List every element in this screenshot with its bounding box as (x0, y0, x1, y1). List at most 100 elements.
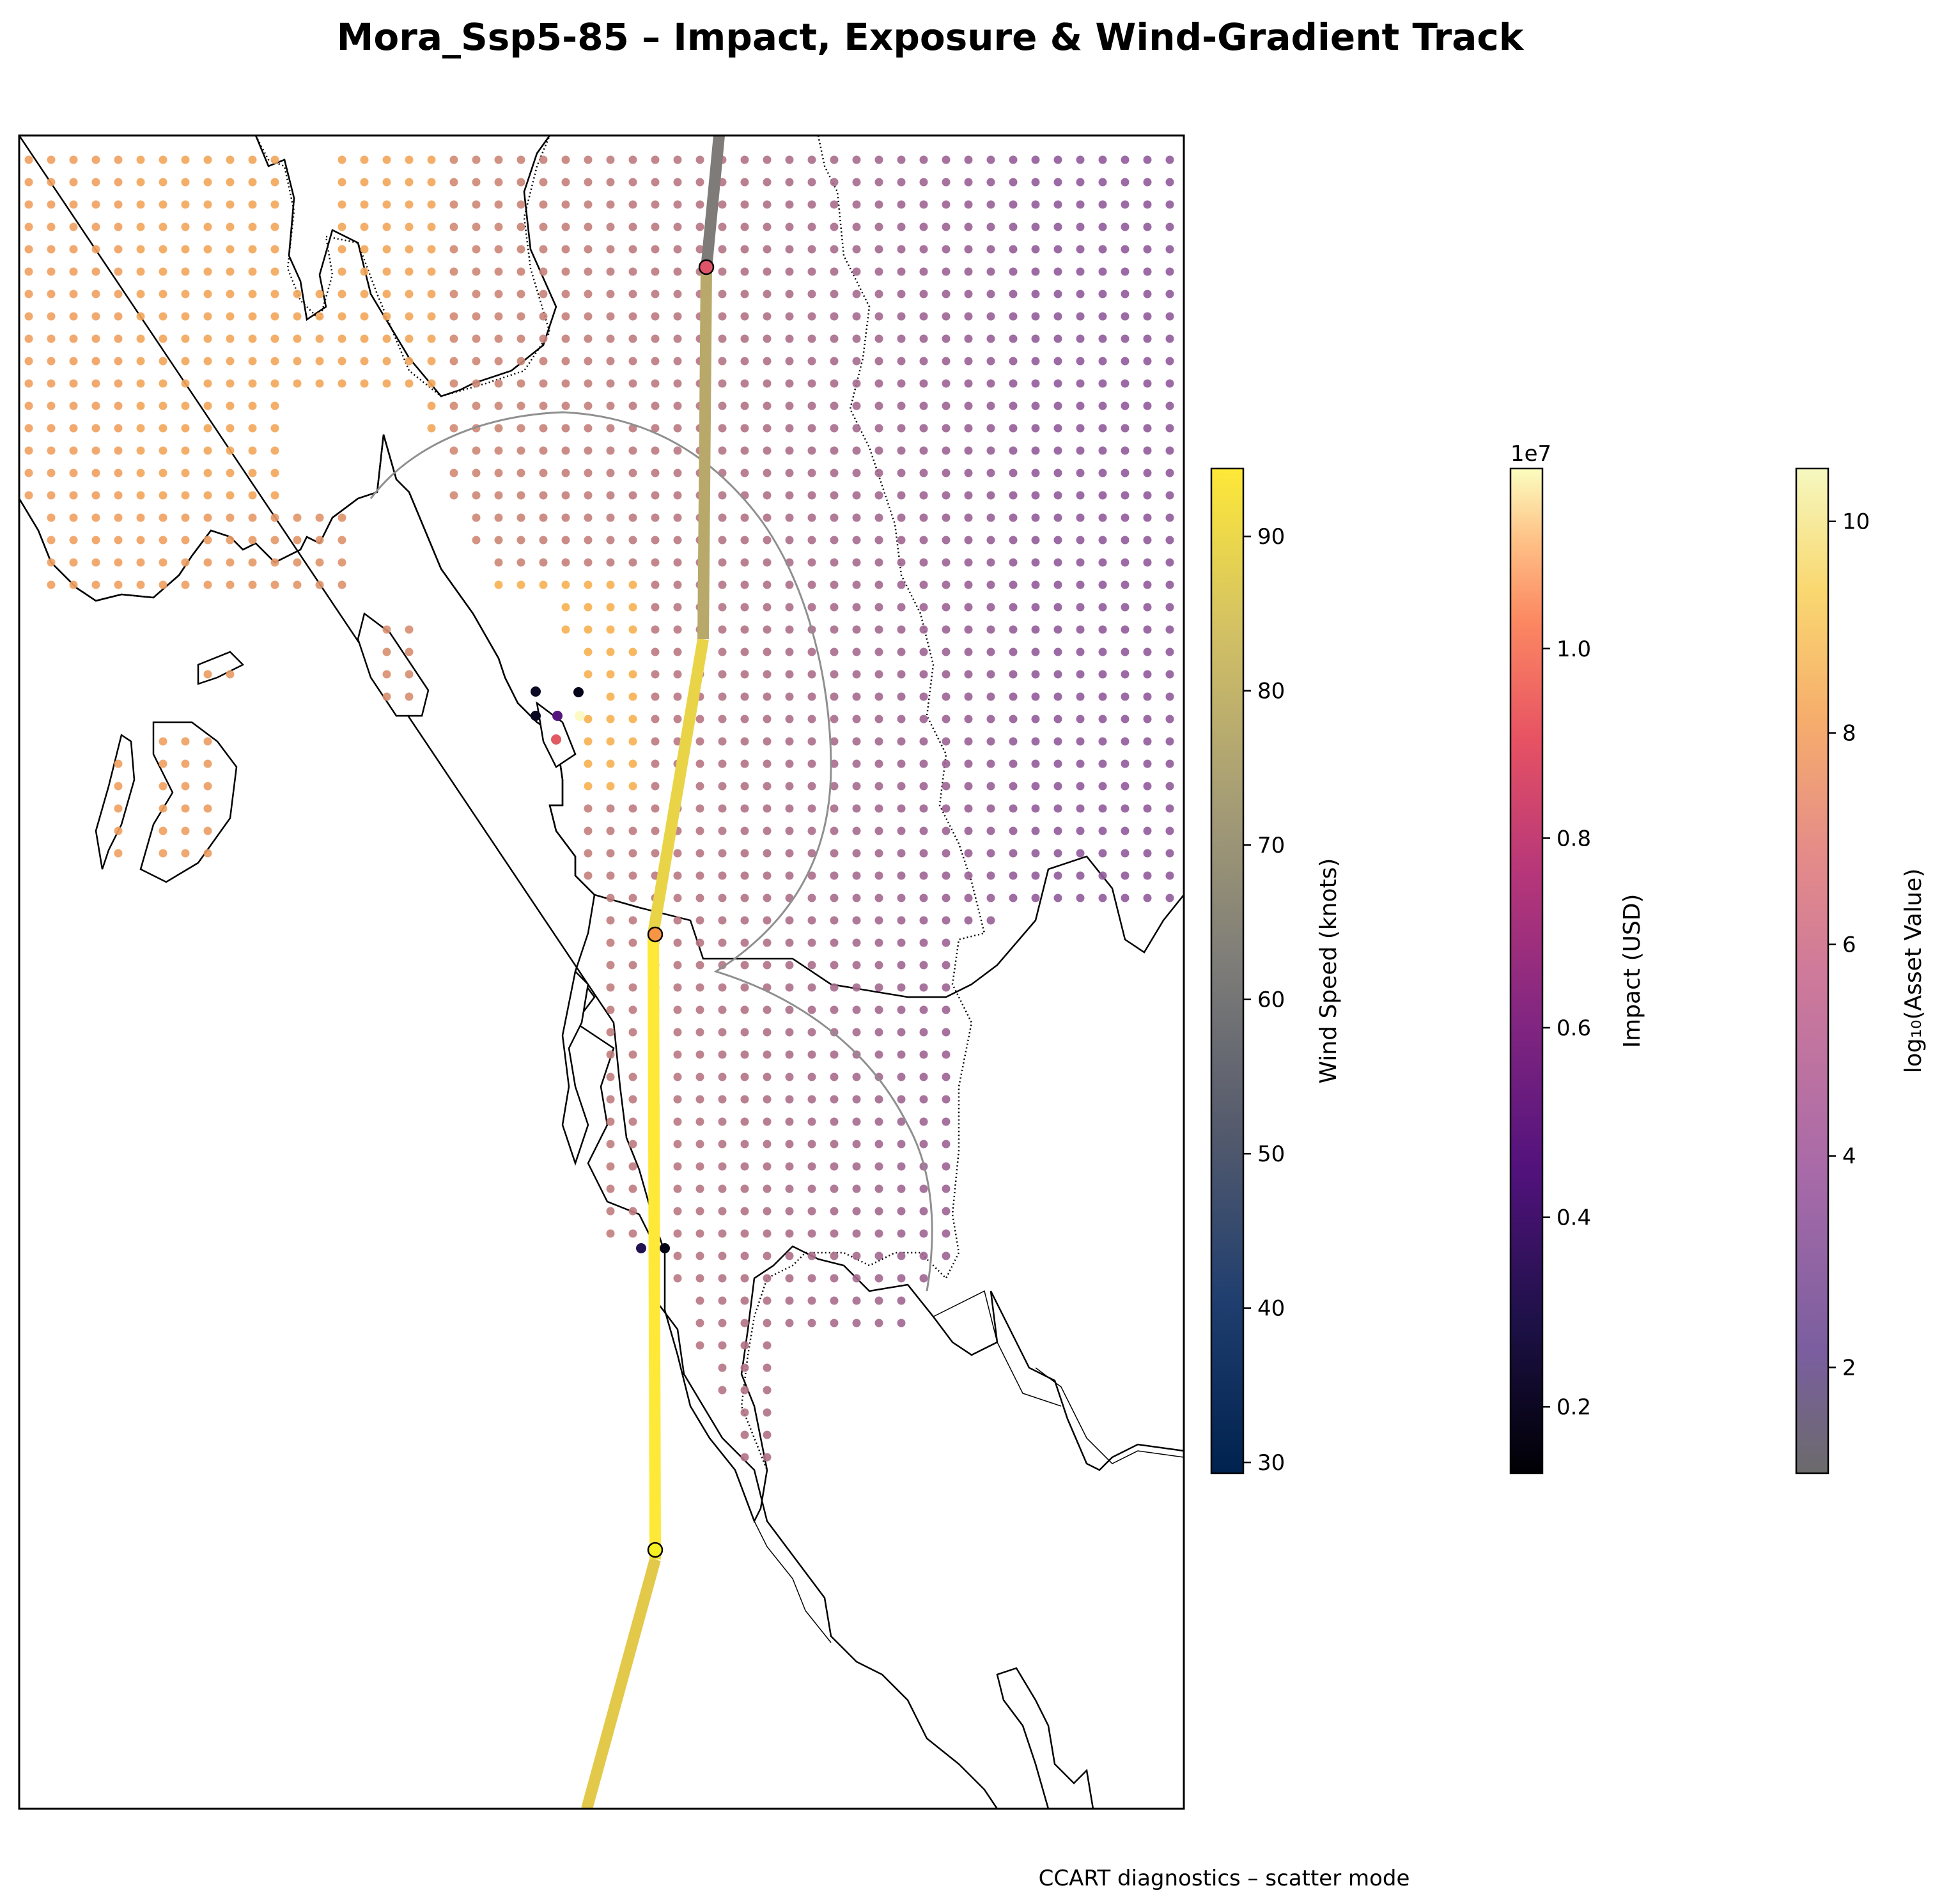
exposure-point (338, 222, 346, 231)
exposure-point (494, 155, 503, 164)
exposure-point (986, 804, 995, 813)
exposure-point (91, 558, 100, 567)
exposure-point (270, 312, 279, 321)
exposure-point (181, 222, 190, 231)
impact-point (573, 687, 584, 697)
exposure-point (718, 222, 727, 231)
exposure-point (740, 401, 749, 410)
exposure-point (852, 737, 861, 746)
exposure-point (807, 737, 816, 746)
exposure-point (1076, 334, 1085, 343)
colorbar-tick-label: 0.6 (1557, 1016, 1591, 1041)
exposure-point (651, 804, 660, 813)
exposure-point (1076, 692, 1085, 701)
exposure-point (293, 558, 302, 567)
exposure-point (69, 155, 78, 164)
exposure-point (203, 759, 212, 768)
exposure-point (740, 245, 749, 254)
exposure-point (360, 357, 369, 366)
exposure-point (1009, 222, 1018, 231)
exposure-point (807, 894, 816, 902)
exposure-point (1076, 379, 1085, 388)
exposure-point (718, 961, 727, 970)
exposure-point (942, 1251, 951, 1260)
exposure-point (897, 379, 906, 388)
exposure-point (1143, 513, 1152, 522)
exposure-point (91, 401, 100, 410)
exposure-point (1031, 580, 1040, 589)
exposure-point (472, 155, 481, 164)
exposure-point (718, 625, 727, 634)
exposure-point (852, 178, 861, 187)
exposure-point (897, 1162, 906, 1171)
exposure-point (964, 401, 973, 410)
exposure-point (874, 1251, 883, 1260)
exposure-point (561, 491, 570, 500)
exposure-point (136, 513, 145, 522)
exposure-point (740, 625, 749, 634)
exposure-point (897, 178, 906, 187)
exposure-point (1053, 178, 1062, 187)
exposure-point (763, 782, 772, 791)
exposure-point (919, 580, 928, 589)
exposure-point (114, 401, 123, 410)
exposure-point (226, 312, 235, 321)
exposure-point (942, 804, 951, 813)
exposure-point (695, 1162, 704, 1171)
exposure-point (1031, 871, 1040, 880)
exposure-point (807, 513, 816, 522)
exposure-point (852, 782, 861, 791)
exposure-point (203, 468, 212, 477)
colorbar-asset-bar (1795, 467, 1829, 1474)
exposure-point (382, 379, 391, 388)
exposure-point (1053, 849, 1062, 858)
exposure-point (695, 1207, 704, 1216)
exposure-point (427, 178, 436, 187)
exposure-point (919, 558, 928, 567)
exposure-point (1121, 647, 1130, 656)
exposure-point (516, 290, 525, 298)
exposure-point (248, 357, 257, 366)
exposure-point (852, 1072, 861, 1081)
exposure-point (919, 1140, 928, 1149)
exposure-point (24, 267, 33, 276)
exposure-point (1031, 222, 1040, 231)
exposure-point (919, 290, 928, 298)
exposure-point (673, 334, 682, 343)
exposure-point (315, 312, 324, 321)
exposure-point (1009, 379, 1018, 388)
exposure-point (1143, 625, 1152, 634)
exposure-point (986, 558, 995, 567)
exposure-point (986, 491, 995, 500)
exposure-point (763, 1117, 772, 1126)
exposure-point (628, 826, 637, 835)
exposure-point (919, 1072, 928, 1081)
exposure-point (807, 849, 816, 858)
exposure-point (740, 692, 749, 701)
exposure-point (964, 670, 973, 679)
exposure-point (606, 894, 615, 902)
exposure-point (606, 155, 615, 164)
exposure-point (897, 1028, 906, 1037)
exposure-point (986, 737, 995, 746)
exposure-point (628, 357, 637, 366)
exposure-point (159, 759, 167, 768)
exposure-point (449, 401, 458, 410)
exposure-point (874, 1050, 883, 1059)
exposure-point (1121, 312, 1130, 321)
exposure-point (740, 647, 749, 656)
exposure-point (673, 1207, 682, 1216)
exposure-point (606, 1229, 615, 1238)
exposure-point (942, 692, 951, 701)
exposure-point (830, 692, 839, 701)
exposure-point (695, 200, 704, 209)
exposure-point (1121, 737, 1130, 746)
exposure-point (785, 222, 794, 231)
exposure-point (718, 1386, 727, 1395)
exposure-point (1053, 871, 1062, 880)
exposure-point (740, 334, 749, 343)
exposure-point (897, 894, 906, 902)
exposure-point (1098, 155, 1107, 164)
exposure-point (852, 424, 861, 433)
exposure-point (136, 379, 145, 388)
